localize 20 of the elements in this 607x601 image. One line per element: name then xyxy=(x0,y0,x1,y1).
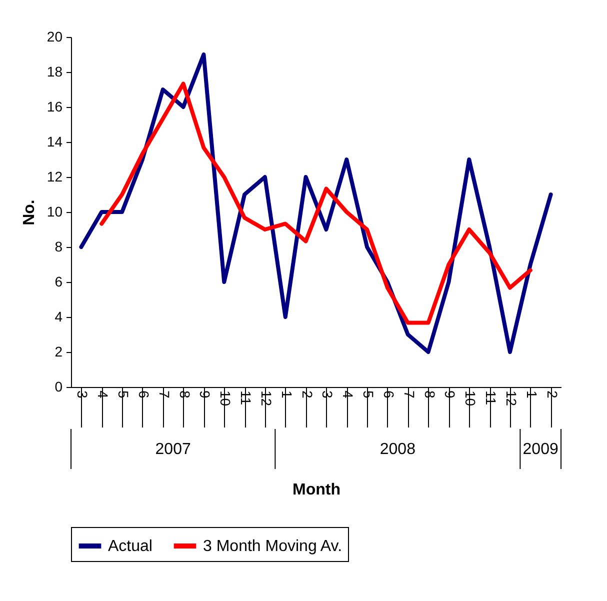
legend-label: Actual xyxy=(108,538,152,555)
y-tick-label: 4 xyxy=(54,308,63,324)
y-tick-label: 0 xyxy=(54,378,63,394)
y-tick-label: 14 xyxy=(46,134,63,150)
line-series xyxy=(79,52,553,354)
legend-label: 3 Month Moving Av. xyxy=(203,538,342,555)
y-tick-label: 20 xyxy=(46,28,63,44)
x-axis-title: Month xyxy=(292,482,340,498)
line-series xyxy=(100,82,532,325)
y-tick-label: 6 xyxy=(54,274,63,290)
text: 2007 xyxy=(155,441,191,458)
y-tick-label: 12 xyxy=(46,168,63,184)
text: 2009 xyxy=(522,441,558,458)
y-tick-label: 10 xyxy=(46,204,63,220)
y-axis-title: No. xyxy=(20,200,38,226)
y-tick-label: 8 xyxy=(54,238,63,254)
y-tick-label: 16 xyxy=(46,98,63,114)
y-tick-label: 2 xyxy=(54,344,63,360)
y-tick-label: 18 xyxy=(46,64,63,80)
text: 2008 xyxy=(380,441,416,458)
